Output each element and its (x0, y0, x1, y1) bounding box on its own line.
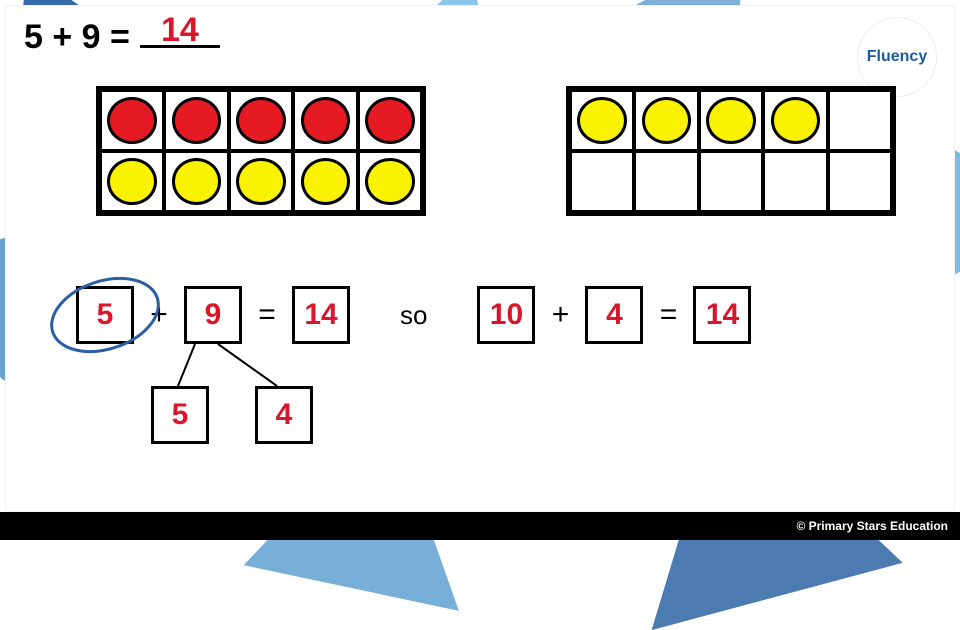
tenframe-cell (699, 151, 763, 212)
tenframe-cell (358, 90, 422, 151)
yellow-counter (642, 97, 692, 144)
box-14b: 14 (693, 286, 751, 344)
op-eq-1: = (252, 298, 282, 332)
tenframe-cell (100, 90, 164, 151)
tenframe-cell (763, 151, 827, 212)
word-so: so (400, 300, 427, 331)
yellow-counter (706, 97, 756, 144)
fluency-badge: Fluency (858, 18, 936, 96)
tenframe-cell (763, 90, 827, 151)
tenframe-cell (100, 151, 164, 212)
decomposition-row: 5 4 (151, 386, 313, 444)
yellow-counter (771, 97, 821, 144)
red-counter (365, 97, 415, 144)
red-counter (236, 97, 286, 144)
box-14a: 14 (292, 286, 350, 344)
tenframe-cell (634, 151, 698, 212)
op-plus-2: + (545, 298, 575, 332)
tenframe-cell (828, 90, 892, 151)
red-counter (172, 97, 222, 144)
op-eq-2: = (653, 298, 683, 332)
red-counter (301, 97, 351, 144)
op-plus-1: + (144, 298, 174, 332)
decomp-left: 5 (151, 386, 209, 444)
equation-lhs: 5 + 9 = (24, 18, 130, 57)
tenframe-cell (570, 90, 634, 151)
tenframe-cell (229, 90, 293, 151)
tenframe-cell (293, 90, 357, 151)
yellow-counter (236, 158, 286, 205)
yellow-counter (107, 158, 157, 205)
footer-copyright: © Primary Stars Education (0, 512, 960, 540)
decomp-right: 4 (255, 386, 313, 444)
ten-frame-1 (96, 86, 426, 216)
tenframe-cell (699, 90, 763, 151)
box-4: 4 (585, 286, 643, 344)
yellow-counter (172, 158, 222, 205)
tenframe-cell (634, 90, 698, 151)
tenframe-cell (828, 151, 892, 212)
tenframe-cell (570, 151, 634, 212)
tenframe-cell (229, 151, 293, 212)
tenframe-cell (293, 151, 357, 212)
answer-blank: 14 (140, 45, 220, 48)
number-sentence-row: 5 + 9 = 14 so 10 + 4 = 14 (76, 286, 914, 344)
yellow-counter (301, 158, 351, 205)
slide-content: Fluency 5 + 9 = 14 5 + 9 = 14 so 10 + 4 … (5, 5, 955, 512)
ten-frame-2 (566, 86, 896, 216)
box-5: 5 (76, 286, 134, 344)
yellow-counter (365, 158, 415, 205)
red-counter (107, 97, 157, 144)
tenframe-cell (358, 151, 422, 212)
box-10: 10 (477, 286, 535, 344)
box-9: 9 (184, 286, 242, 344)
yellow-counter (577, 97, 627, 144)
equation-prompt: 5 + 9 = 14 (24, 18, 220, 57)
answer-value: 14 (140, 11, 220, 50)
tenframe-cell (164, 90, 228, 151)
tenframe-cell (164, 151, 228, 212)
